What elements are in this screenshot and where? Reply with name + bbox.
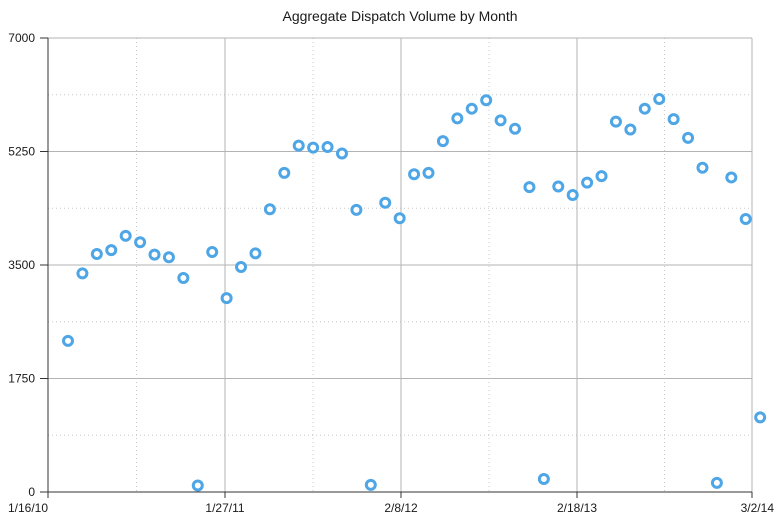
data-point <box>90 247 103 260</box>
data-point <box>696 161 709 174</box>
data-point <box>436 135 449 148</box>
data-point <box>638 102 651 115</box>
data-point <box>581 176 594 189</box>
y-tick-label: 5250 <box>8 145 35 159</box>
y-tick-label: 3500 <box>8 258 35 272</box>
data-point <box>105 244 118 257</box>
data-point <box>451 112 464 125</box>
data-point <box>119 229 132 242</box>
data-point <box>653 92 666 105</box>
x-tick-label: 3/2/14 <box>741 501 775 515</box>
data-point <box>408 168 421 181</box>
data-point <box>494 114 507 127</box>
data-point <box>725 171 738 184</box>
data-point <box>62 334 74 347</box>
data-point <box>422 166 435 179</box>
data-point <box>537 473 550 486</box>
data-point <box>278 166 291 179</box>
data-point <box>667 113 680 126</box>
data-point <box>162 251 175 264</box>
y-tick-labels: 0 1750 3500 5250 7000 <box>8 31 35 499</box>
axes <box>40 37 753 498</box>
major-gridlines <box>48 37 753 492</box>
data-point <box>177 271 190 284</box>
data-point <box>609 115 622 128</box>
data-point <box>682 131 695 144</box>
data-point <box>191 479 204 492</box>
data-point <box>523 181 536 194</box>
data-point <box>393 212 406 225</box>
data-point <box>552 180 565 193</box>
minor-gridlines <box>48 38 752 492</box>
data-point <box>263 203 276 216</box>
data-point <box>509 122 522 135</box>
x-tick-label: 1/27/11 <box>205 501 244 515</box>
data-point <box>350 203 363 216</box>
data-point <box>379 196 392 209</box>
data-point <box>220 292 233 305</box>
x-tick-label: 2/8/12 <box>384 501 418 515</box>
data-point <box>292 139 305 152</box>
data-point <box>307 141 320 154</box>
data-point <box>335 147 348 160</box>
data-point <box>624 123 637 136</box>
y-tick-label: 0 <box>28 485 35 499</box>
data-points <box>62 92 767 492</box>
data-point <box>739 212 752 225</box>
data-point <box>134 236 147 249</box>
data-point <box>364 478 377 491</box>
chart-title: Aggregate Dispatch Volume by Month <box>282 8 517 24</box>
data-point <box>710 476 723 489</box>
data-point <box>321 140 334 153</box>
x-tick-label: 2/18/13 <box>557 501 597 515</box>
data-point <box>566 188 579 201</box>
y-tick-label: 1750 <box>8 372 35 386</box>
data-point <box>249 247 262 260</box>
x-tick-labels: 1/16/10 1/27/11 2/8/12 2/18/13 3/2/14 <box>8 501 774 515</box>
data-point <box>465 102 478 115</box>
x-tick-label: 1/16/10 <box>8 501 48 515</box>
data-point <box>480 94 493 107</box>
data-point <box>206 246 219 259</box>
data-point <box>235 260 248 273</box>
data-point <box>76 267 89 280</box>
y-tick-label: 7000 <box>8 31 35 45</box>
data-point <box>148 248 161 261</box>
data-point <box>754 411 767 424</box>
data-point <box>595 170 608 183</box>
